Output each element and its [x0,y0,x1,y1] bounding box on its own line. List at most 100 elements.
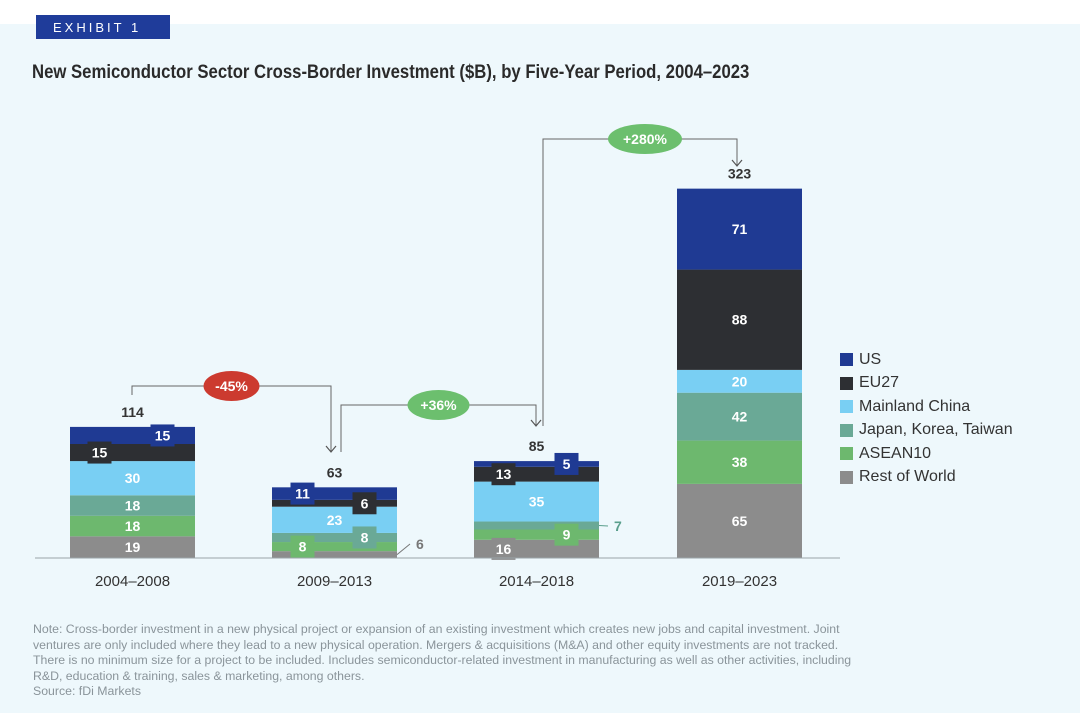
value-label-asean10-2014-2018: 9 [563,527,571,543]
bar-eu27-2009-2013 [272,499,397,507]
label-box [87,441,112,464]
legend-item-rest-of-world: Rest of World [840,466,1013,490]
value-label-mainland-china-2004-2008: 30 [125,470,141,486]
chart-panel [0,24,1080,713]
value-label-mainland-china-2009-2013: 23 [327,512,343,528]
legend-label: Rest of World [859,468,956,486]
change-45-pill [203,371,260,401]
value-label-asean10-2004-2008: 18 [125,518,141,534]
value-label-rest-of-world-2019-2023: 65 [732,513,748,529]
bar-mainland-china-2019-2023 [677,369,802,393]
note-line: Source: fDi Markets [33,684,141,699]
legend-item-us: US [840,348,1013,372]
value-label-japan-korea-taiwan-2004-2008: 18 [125,498,141,514]
label-box [290,482,315,505]
chart-legend: US EU27 Mainland China Japan, Korea, Taiwan… [840,348,1013,489]
change-36-label: +36% [420,397,457,413]
legend-swatch [840,470,853,484]
x-tick-label-2019-2023: 2019–2023 [702,573,777,590]
value-label-eu27-2019-2023: 88 [732,312,748,328]
exhibit-label: EXHIBIT 1 [36,15,170,39]
total-label-2019-2023: 323 [728,166,752,182]
arrowhead [325,445,337,453]
legend-item-eu27: EU27 [840,372,1013,396]
bar-asean10-2014-2018 [474,529,599,540]
legend-label: EU27 [859,374,900,392]
value-label-us-2004-2008: 15 [155,427,171,443]
label-box [491,463,516,486]
value-label-rest-of-world-2009-2013: 6 [416,536,424,552]
legend-label: Mainland China [859,397,971,415]
arrowhead [731,159,743,167]
arrowhead [530,419,542,427]
legend-label: ASEAN10 [859,444,932,462]
value-label-japan-korea-taiwan-2009-2013: 8 [361,529,369,545]
change-280-pill [608,124,682,154]
label-box [554,452,579,475]
label-box [352,492,377,515]
legend-item-japan-korea-taiwan: Japan, Korea, Taiwan [840,419,1013,443]
bar-rest-of-world-2004-2008 [70,536,195,558]
x-tick-label-2004-2008: 2004–2008 [95,573,170,590]
label-box [290,535,315,558]
bar-mainland-china-2004-2008 [70,461,195,496]
total-label-2004-2008: 114 [121,404,144,420]
bar-rest-of-world-2019-2023 [677,483,802,558]
legend-item-mainland-china: Mainland China [840,395,1013,419]
legend-swatch [840,376,853,390]
total-label-2009-2013: 63 [327,464,343,480]
value-label-rest-of-world-2014-2018: 16 [496,541,512,557]
label-box [352,526,377,549]
change-280-label: +280% [623,131,668,147]
legend-swatch [840,400,853,414]
value-label-eu27-2004-2008: 15 [92,445,108,461]
bar-mainland-china-2014-2018 [474,481,599,522]
bar-japan-korea-taiwan-2009-2013 [272,532,397,543]
bar-us-2014-2018 [474,461,599,467]
value-label-asean10-2019-2023: 38 [732,454,748,470]
leader-line [396,543,411,555]
bar-japan-korea-taiwan-2014-2018 [474,521,599,530]
change-45-label: -45% [215,378,248,394]
bar-asean10-2019-2023 [677,440,802,484]
value-label-rest-of-world-2004-2008: 19 [125,539,141,555]
legend-label: Japan, Korea, Taiwan [859,421,1013,439]
label-box [554,523,579,546]
bar-us-2004-2008 [70,426,195,444]
bar-japan-korea-taiwan-2019-2023 [677,392,802,441]
value-label-japan-korea-taiwan-2019-2023: 42 [732,409,748,425]
bar-japan-korea-taiwan-2004-2008 [70,495,195,516]
value-label-japan-korea-taiwan-2014-2018: 7 [614,518,622,534]
total-label-2014-2018: 85 [529,438,545,454]
value-label-us-2019-2023: 71 [732,221,748,237]
footnote: Note: Cross-border investment in a new p… [33,622,1033,700]
legend-swatch [840,447,853,461]
note-line: There is no minimum size for a project t… [33,653,852,668]
value-label-eu27-2009-2013: 6 [361,495,369,511]
bar-eu27-2019-2023 [677,269,802,370]
x-tick-label-2009-2013: 2009–2013 [297,573,372,590]
note-line: R&D, education & training, sales & marke… [33,668,365,683]
bar-rest-of-world-2009-2013 [272,551,397,558]
label-box [491,537,516,560]
change-36-pill [407,390,470,420]
note-line: Note: Cross-border investment in a new p… [33,622,840,636]
bar-asean10-2009-2013 [272,542,397,552]
value-label-us-2014-2018: 5 [563,456,571,472]
value-label-asean10-2009-2013: 8 [299,539,307,555]
legend-label: US [859,350,882,368]
label-box [150,424,175,447]
legend-swatch [840,353,853,367]
legend-swatch [840,423,853,437]
value-label-eu27-2014-2018: 13 [496,466,512,482]
bar-us-2019-2023 [677,188,802,270]
legend-item-asean10: ASEAN10 [840,442,1013,466]
bar-asean10-2004-2008 [70,515,195,537]
chart-title: New Semiconductor Sector Cross-Border In… [32,62,750,83]
value-label-mainland-china-2019-2023: 20 [732,373,748,389]
value-label-us-2009-2013: 11 [295,486,310,502]
value-label-mainland-china-2014-2018: 35 [529,494,545,510]
note-line: ventures are only included where they le… [33,637,839,652]
x-tick-label-2014-2018: 2014–2018 [499,573,574,590]
